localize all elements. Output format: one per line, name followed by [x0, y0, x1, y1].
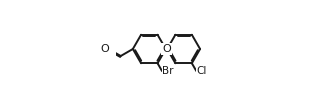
- Text: O: O: [100, 44, 109, 54]
- Text: Br: Br: [162, 66, 174, 76]
- Text: O: O: [162, 44, 171, 54]
- Text: Cl: Cl: [197, 66, 207, 76]
